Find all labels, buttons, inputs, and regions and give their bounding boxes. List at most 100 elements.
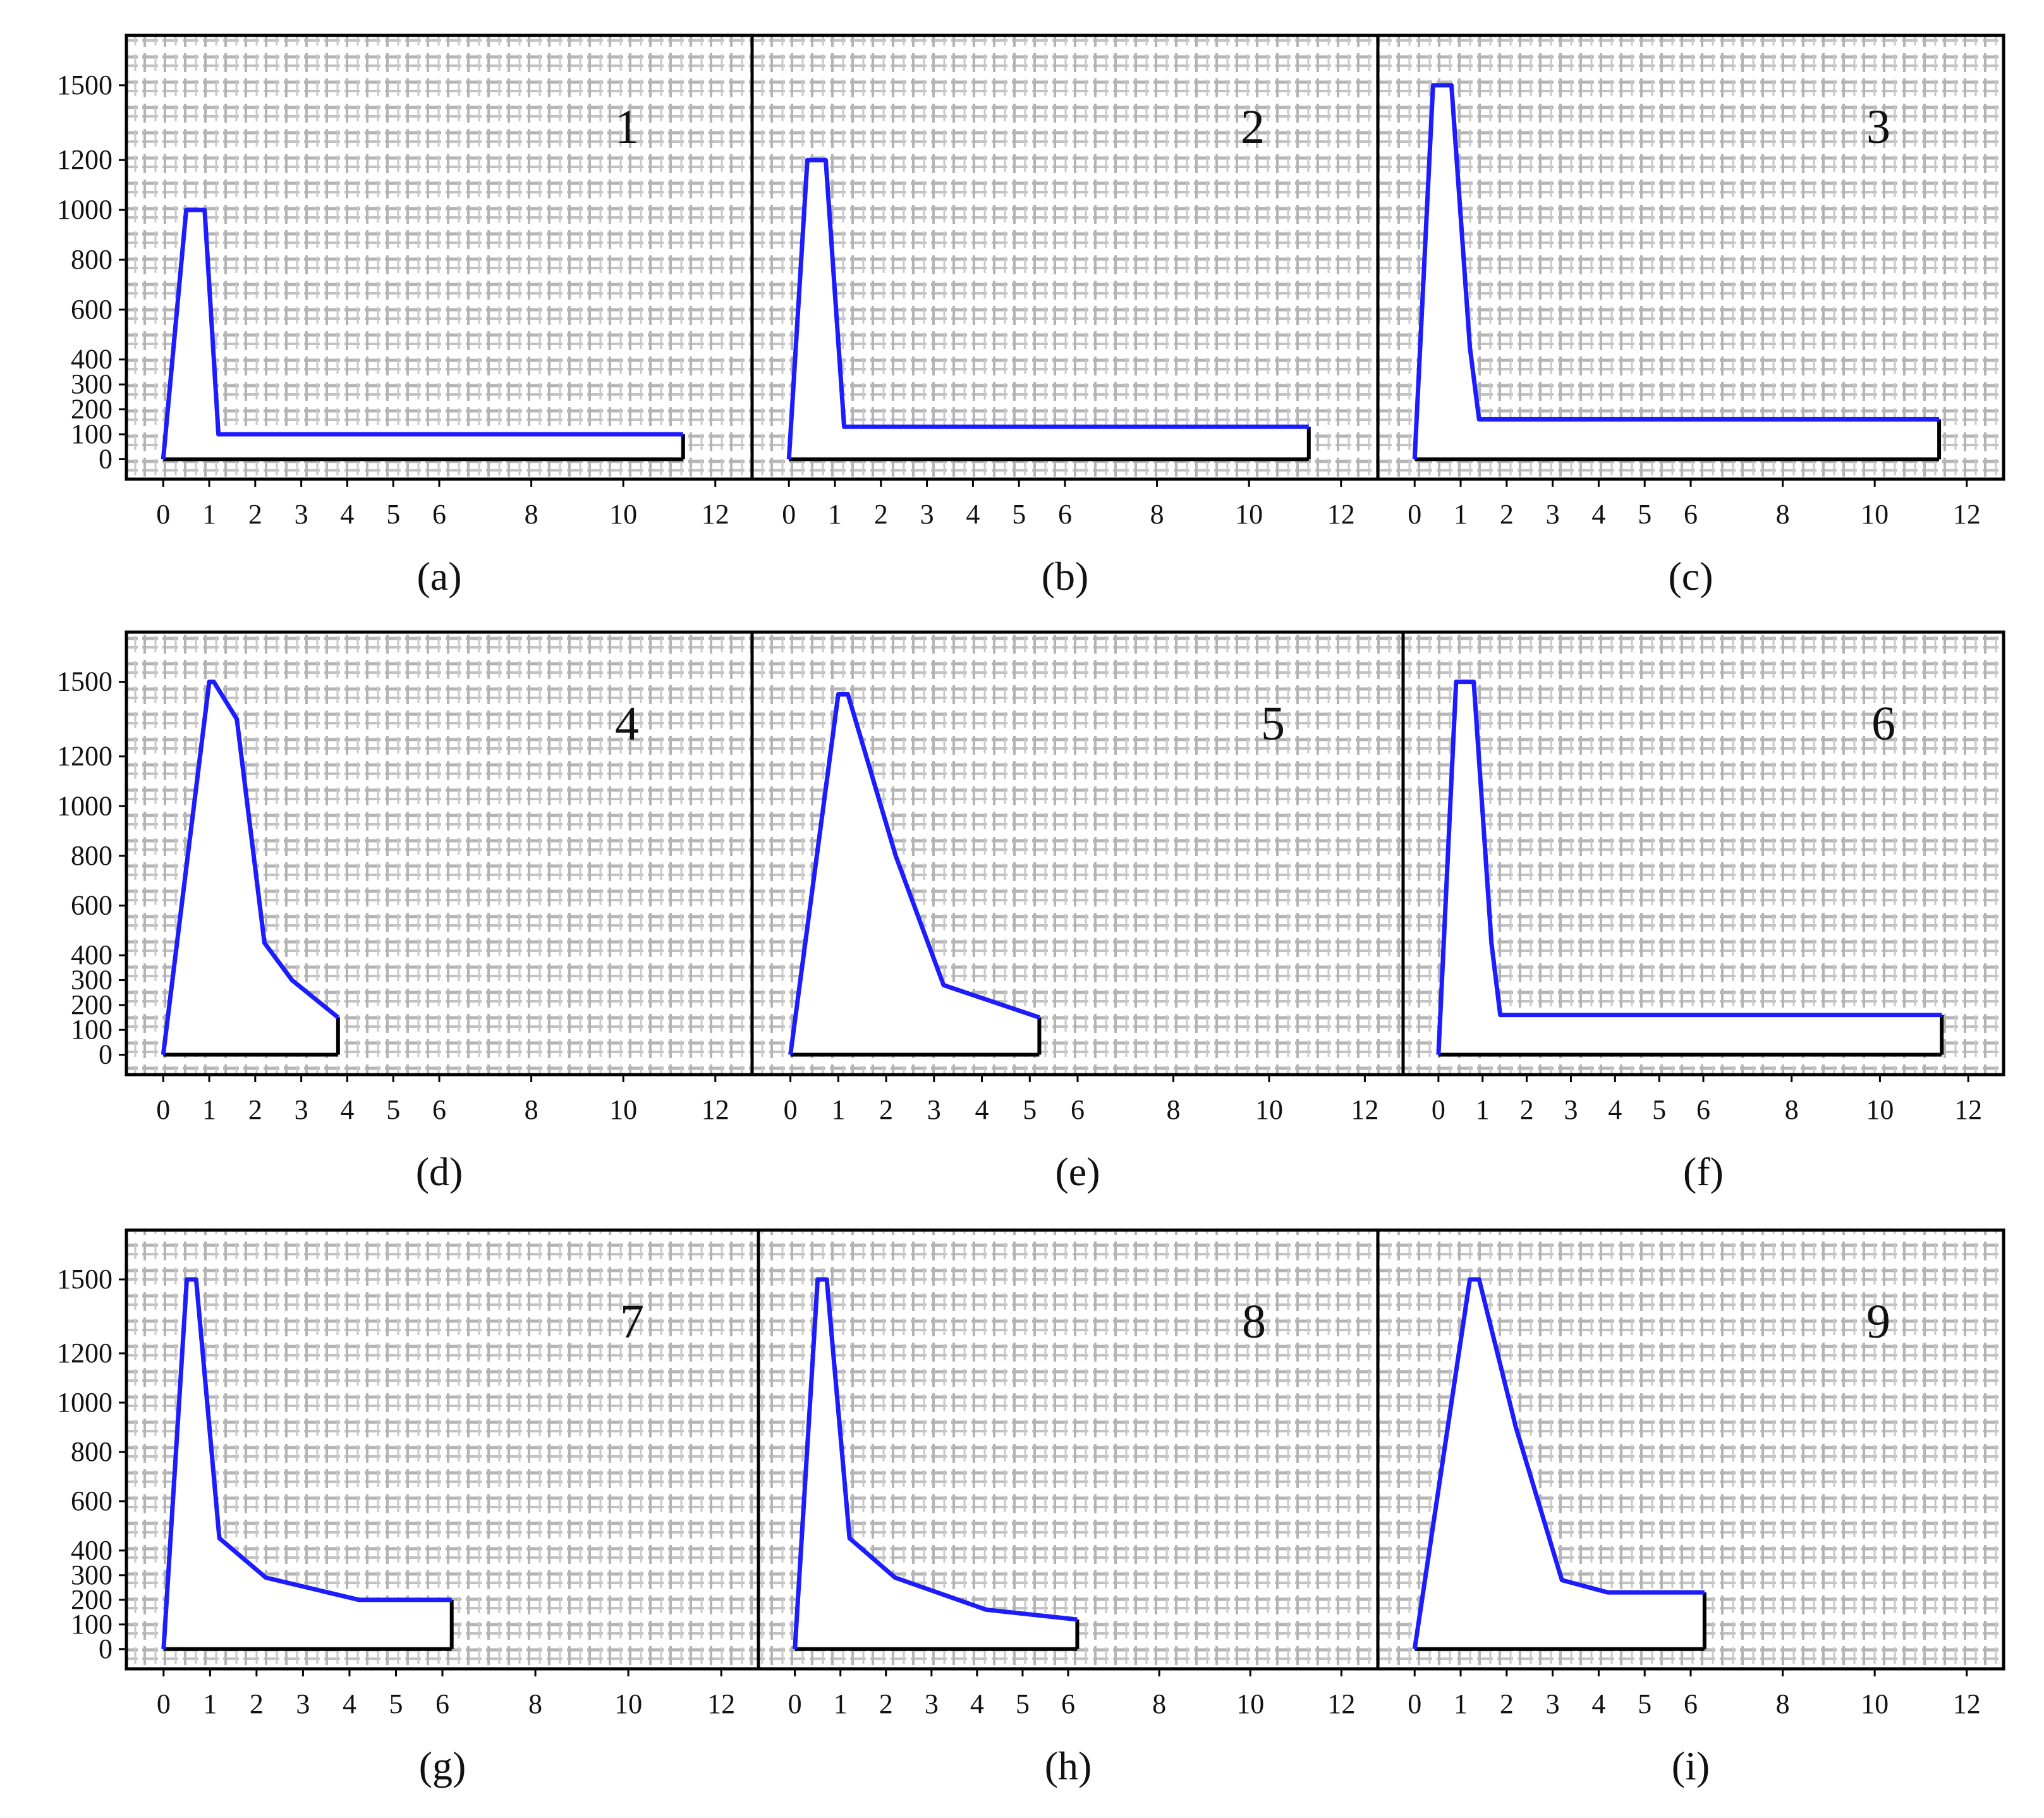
- x-tick-label: 5: [1638, 1688, 1652, 1719]
- panel-caption: (d): [416, 1149, 463, 1194]
- y-tick-label: 200: [71, 394, 113, 425]
- x-tick-label: 4: [340, 499, 354, 530]
- x-tick-label: 12: [1327, 499, 1355, 530]
- x-tick-label: 10: [1861, 499, 1889, 530]
- x-tick-label: 2: [248, 499, 262, 530]
- x-tick-label: 4: [970, 1688, 984, 1719]
- panel-8: 0 1 2 3 4 5 6 8 10 12 8 (h): [757, 1228, 1380, 1788]
- x-tick-label: 4: [340, 1094, 354, 1125]
- x-tick-label: 5: [389, 1688, 403, 1719]
- y-tick-label: 600: [71, 294, 113, 325]
- x-tick-label: 1: [828, 499, 842, 530]
- panel-caption: (i): [1672, 1743, 1710, 1788]
- x-tick-label: 2: [1500, 499, 1514, 530]
- x-tick-label: 8: [1785, 1094, 1799, 1125]
- panel-number-label: 6: [1871, 697, 1895, 750]
- x-tick-label: 6: [1071, 1094, 1085, 1125]
- y-tick-label: 100: [71, 1014, 113, 1045]
- y-tick-label: 0: [99, 1039, 113, 1070]
- x-tick-label: 10: [1255, 1094, 1283, 1125]
- area-fill-6: [1438, 681, 1942, 1055]
- y-tick-label: 200: [71, 989, 113, 1020]
- y-tick-label: 0: [99, 1633, 113, 1664]
- panel-5: 0 1 2 3 4 5 6 8 10 125(e): [750, 630, 1405, 1194]
- x-tick-label: 12: [702, 499, 729, 530]
- x-tick-label: 5: [1012, 499, 1026, 530]
- x-tick-label: 0: [1408, 1688, 1421, 1719]
- x-tick-label: 1: [1454, 499, 1468, 530]
- x-tick-label: 0: [1432, 1094, 1445, 1125]
- y-tick-label: 800: [71, 1436, 113, 1467]
- x-tick-label: 10: [1866, 1094, 1894, 1125]
- y-tick-label: 1200: [57, 144, 113, 175]
- x-tick-label: 2: [248, 1094, 262, 1125]
- area-fill-4: [163, 681, 338, 1055]
- series-line-8: [793, 1277, 1078, 1650]
- x-tick-label: 6: [1684, 499, 1698, 530]
- x-tick-label: 1: [203, 1688, 217, 1719]
- y-tick-label: 600: [71, 1486, 113, 1516]
- x-tick-label: 12: [1351, 1094, 1378, 1125]
- x-tick-label: 4: [1591, 499, 1605, 530]
- series-line-4: [161, 680, 340, 1055]
- x-tick-label: 6: [432, 1094, 446, 1125]
- x-tick-label: 8: [525, 499, 538, 530]
- y-tick-label: 100: [71, 1609, 113, 1640]
- x-tick-label: 6: [432, 499, 446, 530]
- y-tick-label: 400: [71, 1535, 113, 1566]
- x-tick-label: 1: [202, 1094, 216, 1125]
- x-tick-label: 3: [295, 1094, 308, 1125]
- x-tick-label: 4: [975, 1094, 989, 1125]
- y-tick-label: 1000: [57, 194, 113, 225]
- x-tick-label: 4: [1608, 1094, 1622, 1125]
- x-tick-label: 3: [925, 1688, 939, 1719]
- x-tick-label: 10: [1861, 1688, 1889, 1719]
- x-tick-label: 1: [202, 499, 216, 530]
- x-tick-label: 8: [1152, 1688, 1166, 1719]
- x-tick-label: 10: [1236, 1688, 1264, 1719]
- x-tick-label: 5: [1016, 1688, 1030, 1719]
- y-tick-label: 800: [71, 244, 113, 275]
- panel-6: 0 1 2 3 4 5 6 8 10 126(f): [1401, 630, 2005, 1194]
- series-line-9: [1412, 1277, 1705, 1650]
- area-fill-5: [790, 694, 1040, 1055]
- x-tick-label: 4: [966, 499, 980, 530]
- x-tick-label: 5: [386, 1094, 400, 1125]
- x-tick-label: 0: [784, 1094, 798, 1125]
- y-tick-label: 1000: [57, 1387, 113, 1418]
- x-tick-label: 6: [1061, 1688, 1075, 1719]
- series-line-1: [161, 207, 683, 460]
- x-tick-label: 0: [156, 499, 170, 530]
- panel-3: 0 1 2 3 4 5 6 8 10 123(c): [1376, 34, 2005, 599]
- x-tick-label: 0: [156, 1094, 170, 1125]
- panel-number-label: 5: [1261, 697, 1285, 750]
- x-tick-label: 3: [927, 1094, 941, 1125]
- area-fill-3: [1414, 85, 1940, 460]
- y-tick-label: 1500: [57, 70, 113, 101]
- x-tick-label: 3: [920, 499, 934, 530]
- y-tick-label: 300: [71, 965, 113, 996]
- x-tick-label: 4: [343, 1688, 356, 1719]
- area-fill-7: [163, 1279, 452, 1649]
- panel-number-label: 2: [1241, 101, 1265, 154]
- y-tick-label: 0: [99, 443, 113, 474]
- x-tick-label: 6: [1058, 499, 1072, 530]
- x-tick-label: 2: [1520, 1094, 1534, 1125]
- y-tick-label: 400: [71, 344, 113, 375]
- area-fill-9: [1414, 1279, 1705, 1649]
- x-tick-label: 8: [1166, 1094, 1180, 1125]
- x-tick-label: 8: [1776, 499, 1790, 530]
- x-tick-label: 6: [435, 1688, 449, 1719]
- x-tick-label: 8: [1776, 1688, 1790, 1719]
- x-tick-label: 1: [1476, 1094, 1490, 1125]
- x-tick-label: 8: [1150, 499, 1164, 530]
- x-tick-label: 2: [879, 1688, 893, 1719]
- x-tick-label: 10: [614, 1688, 642, 1719]
- panel-caption: (c): [1668, 554, 1713, 599]
- panel-number-label: 8: [1242, 1295, 1266, 1348]
- x-tick-label: 5: [386, 499, 400, 530]
- x-tick-label: 12: [702, 1094, 729, 1125]
